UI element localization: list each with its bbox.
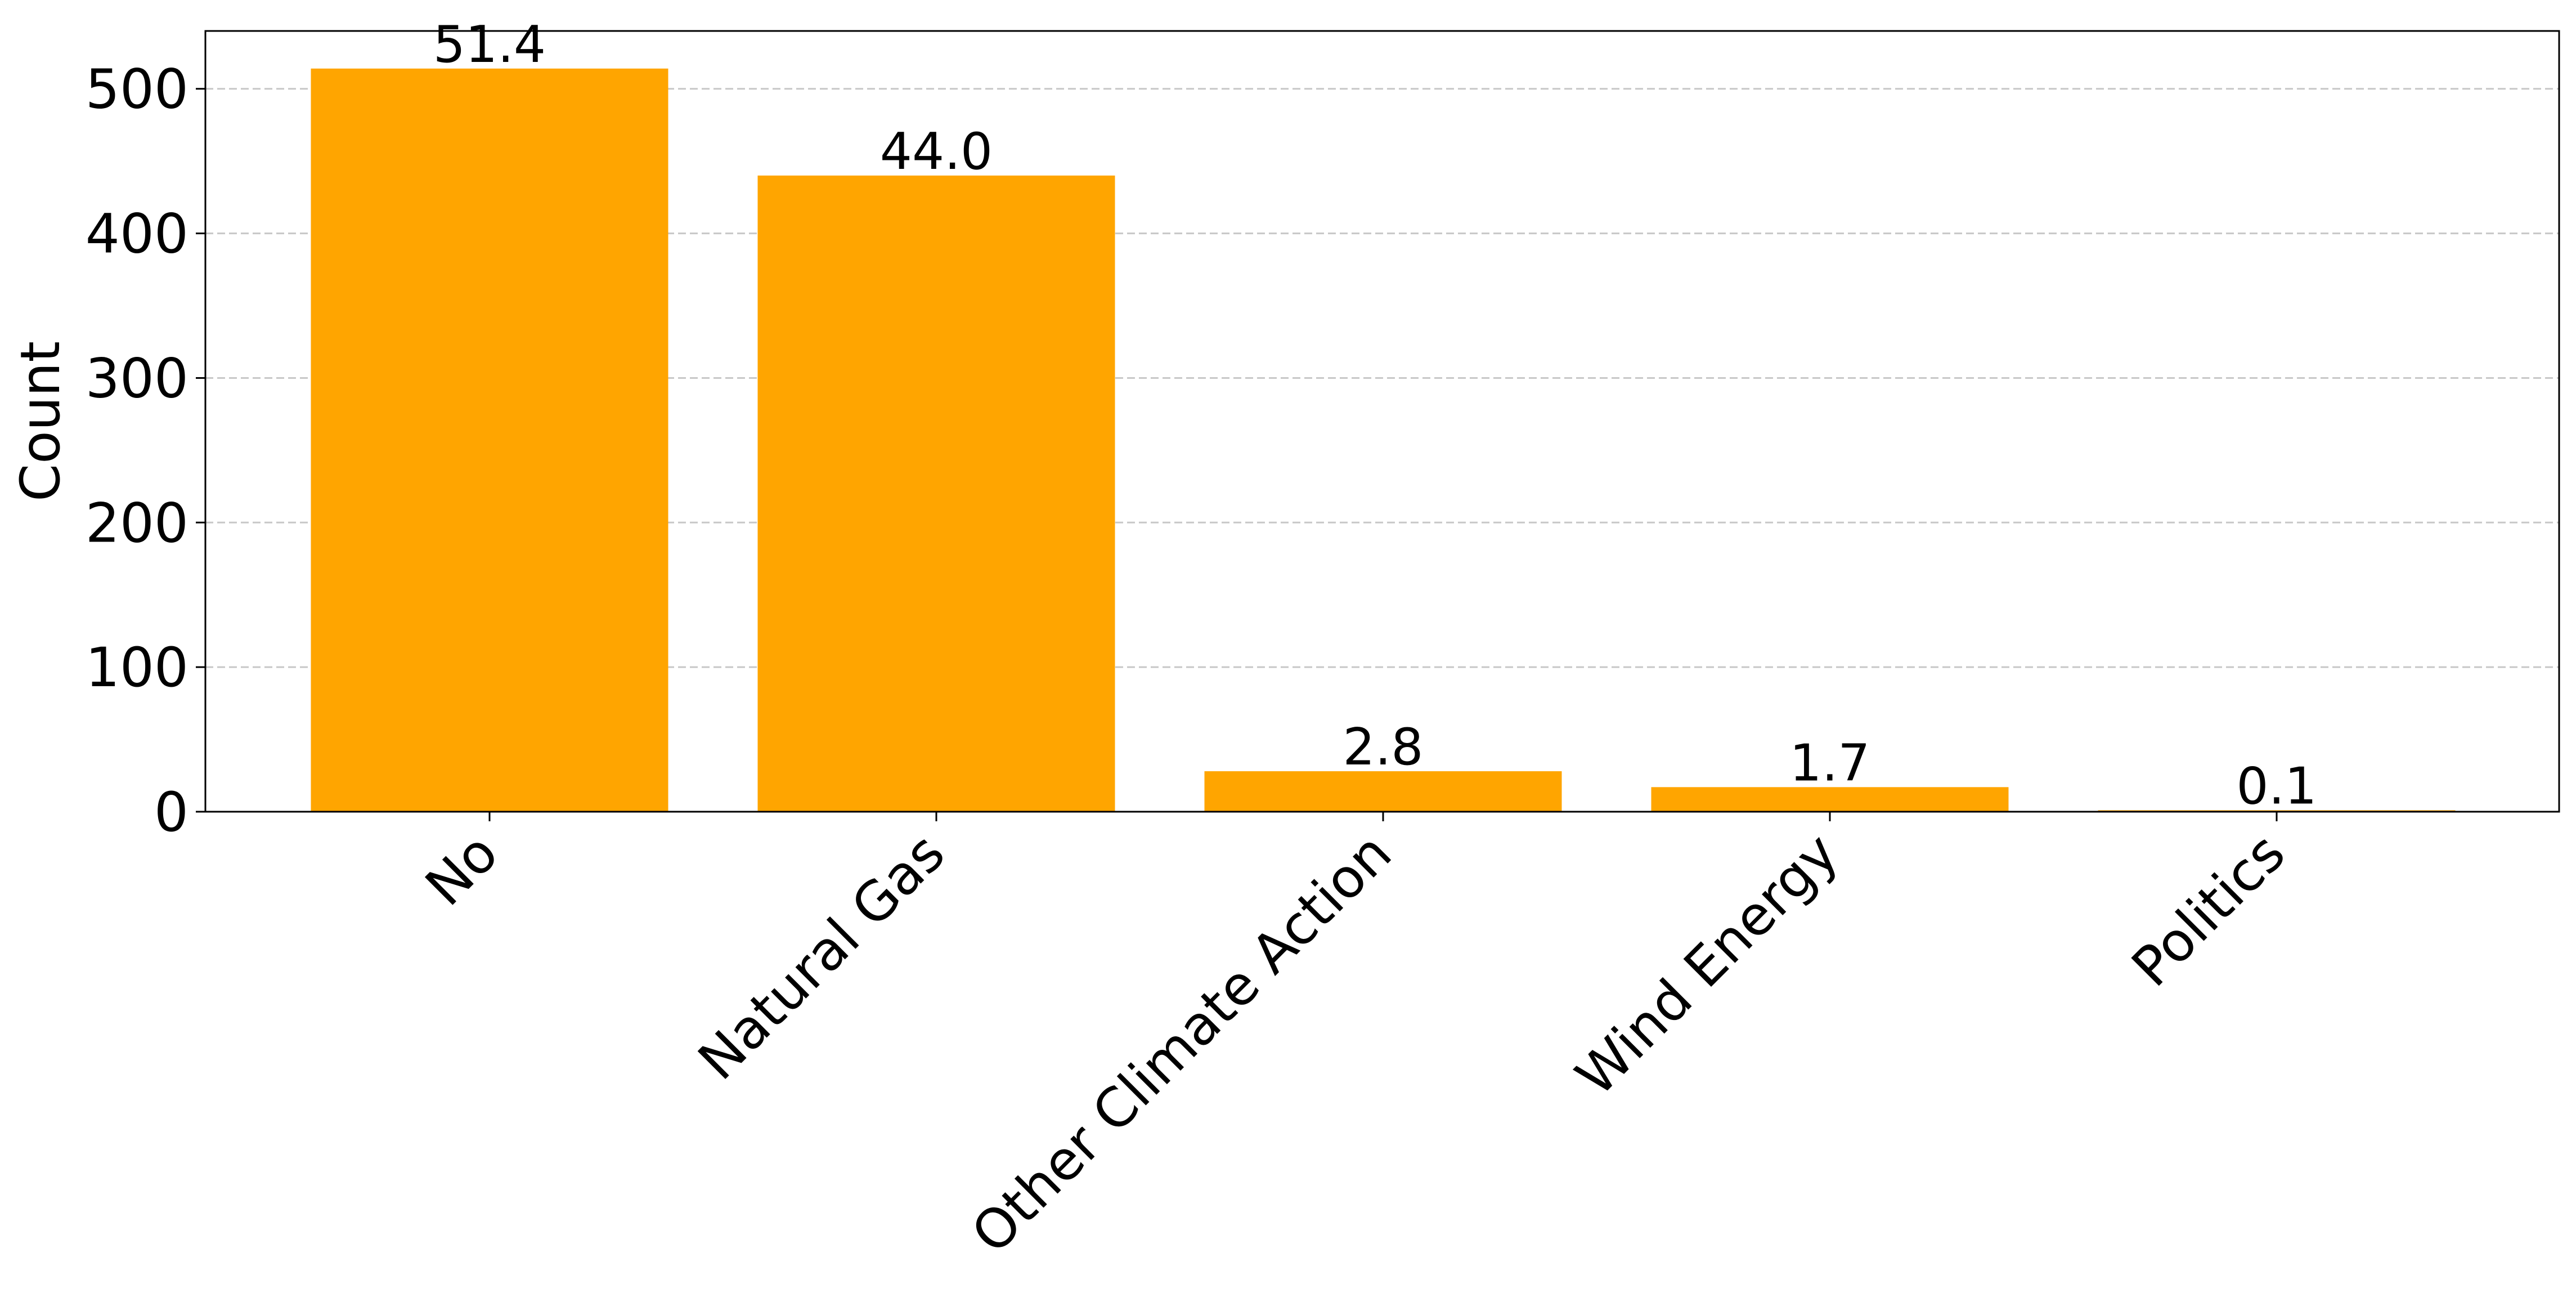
- y-tick-label: 500: [86, 58, 189, 121]
- y-axis-label: Count: [9, 341, 72, 502]
- bar-other-climate-action: [1204, 771, 1562, 812]
- data-labels: 51.4 44.0 2.8 1.7 0.1: [433, 15, 2317, 816]
- x-axis-ticks: No Natural Gas Other Climate Action Wind En…: [414, 812, 2297, 1265]
- data-label: 0.1: [2236, 757, 2317, 816]
- y-tick-label: 300: [86, 347, 189, 410]
- x-tick-label: Other Climate Action: [959, 821, 1403, 1265]
- data-label: 1.7: [1789, 733, 1870, 793]
- x-tick-label: No: [414, 821, 510, 918]
- y-tick-label: 0: [154, 781, 189, 844]
- y-tick-label: 200: [86, 491, 189, 554]
- x-tick-label: Politics: [2120, 821, 2297, 999]
- data-label: 44.0: [880, 122, 993, 181]
- x-tick-label: Natural Gas: [686, 821, 957, 1092]
- bar-natural-gas: [757, 175, 1115, 812]
- data-label: 51.4: [433, 15, 546, 74]
- data-label: 2.8: [1343, 718, 1423, 777]
- x-tick-label: Wind Energy: [1564, 821, 1850, 1108]
- y-tick-label: 100: [86, 636, 189, 699]
- y-tick-label: 400: [86, 203, 189, 266]
- bar-wind-energy: [1651, 787, 2009, 812]
- bars: [311, 68, 2456, 812]
- bar-no: [311, 68, 668, 812]
- y-axis-ticks: 0 100 200 300 400 500: [86, 58, 205, 844]
